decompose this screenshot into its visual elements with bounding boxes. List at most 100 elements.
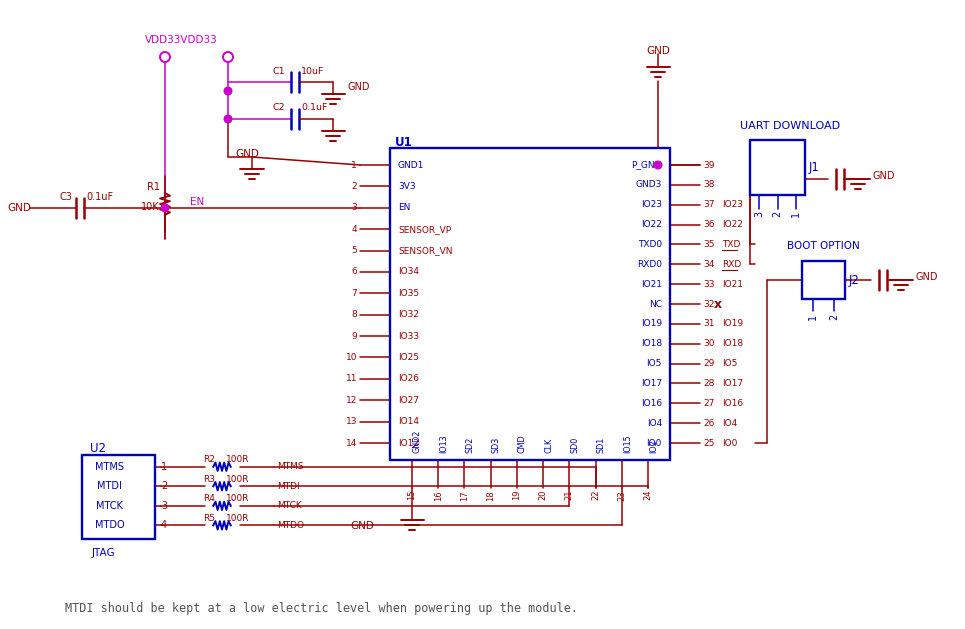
Text: NC: NC bbox=[649, 299, 662, 308]
Text: MTDO: MTDO bbox=[95, 520, 124, 530]
Text: IO15: IO15 bbox=[622, 434, 632, 453]
Text: RXD0: RXD0 bbox=[637, 260, 662, 269]
Text: 3: 3 bbox=[161, 501, 167, 511]
Text: x: x bbox=[714, 298, 722, 311]
Text: GND: GND bbox=[350, 521, 374, 531]
Circle shape bbox=[224, 87, 232, 95]
Text: 100R: 100R bbox=[226, 514, 250, 523]
Text: P_GND: P_GND bbox=[631, 160, 662, 169]
Text: R3: R3 bbox=[203, 475, 215, 484]
Bar bbox=[802, 261, 845, 299]
Text: 38: 38 bbox=[703, 181, 714, 189]
Text: 6: 6 bbox=[351, 267, 357, 276]
Text: IO26: IO26 bbox=[398, 374, 419, 383]
Text: IO22: IO22 bbox=[641, 220, 662, 229]
Text: 17: 17 bbox=[460, 490, 469, 501]
Text: IO33: IO33 bbox=[398, 331, 419, 340]
Text: MTDO: MTDO bbox=[277, 521, 304, 530]
Text: IO18: IO18 bbox=[722, 339, 743, 348]
Bar bbox=[750, 140, 805, 195]
Text: SD0: SD0 bbox=[570, 437, 579, 453]
Text: TXD: TXD bbox=[722, 240, 740, 249]
Text: MTCK: MTCK bbox=[96, 501, 124, 511]
Text: IO18: IO18 bbox=[641, 339, 662, 348]
Text: MTDI: MTDI bbox=[97, 481, 123, 491]
Text: U1: U1 bbox=[395, 135, 413, 148]
Text: 4: 4 bbox=[161, 520, 167, 530]
Text: 39: 39 bbox=[703, 160, 714, 169]
Text: 100R: 100R bbox=[226, 455, 250, 464]
Text: IO14: IO14 bbox=[398, 417, 419, 426]
Text: GND: GND bbox=[347, 82, 370, 92]
Text: SD2: SD2 bbox=[465, 437, 475, 453]
Text: IO23: IO23 bbox=[641, 200, 662, 209]
Text: 1: 1 bbox=[161, 462, 167, 472]
Text: IO32: IO32 bbox=[398, 310, 419, 319]
Text: IO19: IO19 bbox=[722, 320, 743, 328]
Text: 7: 7 bbox=[351, 289, 357, 298]
Text: 16: 16 bbox=[433, 490, 443, 501]
Text: IO19: IO19 bbox=[641, 320, 662, 328]
Text: R1: R1 bbox=[147, 182, 160, 192]
Text: GND1: GND1 bbox=[398, 160, 425, 169]
Text: R2: R2 bbox=[203, 455, 215, 464]
Bar bbox=[82, 455, 155, 539]
Text: 28: 28 bbox=[703, 379, 714, 388]
Text: 2: 2 bbox=[351, 182, 357, 191]
Text: 15: 15 bbox=[407, 490, 417, 501]
Circle shape bbox=[161, 204, 169, 211]
Text: C1: C1 bbox=[272, 67, 285, 75]
Text: TXD0: TXD0 bbox=[638, 240, 662, 249]
Text: 2: 2 bbox=[829, 314, 840, 320]
Text: IO16: IO16 bbox=[722, 399, 743, 408]
Text: C2: C2 bbox=[272, 104, 285, 113]
Circle shape bbox=[654, 161, 662, 169]
Text: IO2: IO2 bbox=[649, 439, 658, 453]
Text: IO22: IO22 bbox=[722, 220, 743, 229]
Text: IO12: IO12 bbox=[398, 438, 419, 447]
Text: 4: 4 bbox=[351, 225, 357, 233]
Text: 13: 13 bbox=[345, 417, 357, 426]
Text: UART DOWNLOAD: UART DOWNLOAD bbox=[740, 121, 841, 131]
Text: 34: 34 bbox=[703, 260, 714, 269]
Text: 5: 5 bbox=[351, 246, 357, 255]
Text: R4: R4 bbox=[203, 494, 215, 503]
Text: JTAG: JTAG bbox=[92, 548, 116, 558]
Text: GND2: GND2 bbox=[413, 430, 422, 453]
Text: 21: 21 bbox=[565, 490, 574, 501]
Text: 8: 8 bbox=[351, 310, 357, 319]
Text: SENSOR_VP: SENSOR_VP bbox=[398, 225, 451, 233]
Text: IO23: IO23 bbox=[722, 200, 743, 209]
Text: MTDI should be kept at a low electric level when powering up the module.: MTDI should be kept at a low electric le… bbox=[65, 603, 578, 616]
Text: IO5: IO5 bbox=[647, 359, 662, 368]
Text: 1: 1 bbox=[351, 160, 357, 169]
Text: 20: 20 bbox=[538, 490, 547, 501]
Text: C3: C3 bbox=[59, 192, 72, 202]
Text: 36: 36 bbox=[703, 220, 714, 229]
Text: J1: J1 bbox=[809, 161, 820, 174]
Text: MTCK: MTCK bbox=[277, 501, 302, 510]
Text: 23: 23 bbox=[618, 490, 626, 501]
Text: CMD: CMD bbox=[518, 435, 527, 453]
Text: 22: 22 bbox=[591, 490, 600, 501]
Text: IO16: IO16 bbox=[641, 399, 662, 408]
Circle shape bbox=[224, 115, 232, 123]
Text: IO4: IO4 bbox=[722, 419, 737, 428]
Text: 26: 26 bbox=[703, 419, 714, 428]
Text: 9: 9 bbox=[351, 331, 357, 340]
Text: 37: 37 bbox=[703, 200, 714, 209]
Text: IO4: IO4 bbox=[647, 419, 662, 428]
Text: 24: 24 bbox=[644, 490, 652, 501]
Text: 2: 2 bbox=[773, 211, 783, 217]
Text: GND: GND bbox=[872, 170, 895, 181]
Text: 3: 3 bbox=[755, 211, 764, 217]
Text: 3: 3 bbox=[351, 203, 357, 212]
Text: 1: 1 bbox=[791, 211, 801, 217]
Text: SENSOR_VN: SENSOR_VN bbox=[398, 246, 453, 255]
Text: 100R: 100R bbox=[226, 494, 250, 503]
Text: GND: GND bbox=[235, 149, 259, 159]
Text: 25: 25 bbox=[703, 438, 714, 447]
Text: IO0: IO0 bbox=[722, 438, 737, 447]
Text: MTMS: MTMS bbox=[277, 462, 304, 471]
Text: 18: 18 bbox=[486, 490, 495, 501]
